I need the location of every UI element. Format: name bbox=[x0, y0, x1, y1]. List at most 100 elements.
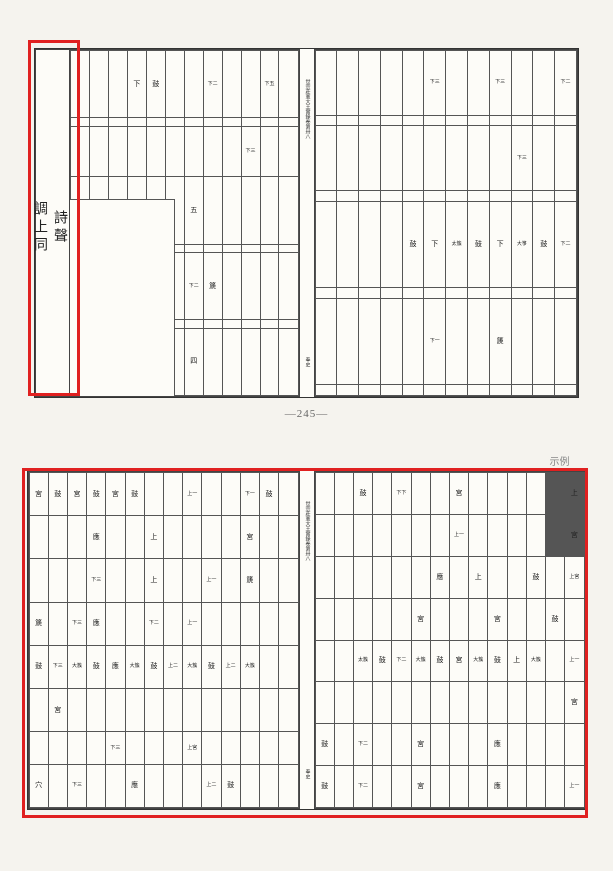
grid-cell bbox=[555, 126, 577, 191]
grid-cell bbox=[446, 191, 468, 202]
grid-cell bbox=[446, 126, 468, 191]
spine-label-top-bottom: 奉史 bbox=[300, 357, 314, 367]
grid-cell bbox=[183, 764, 202, 807]
grid-cell bbox=[337, 288, 359, 299]
top-book-spread: 詩聲 調上同 下鼓下二下五下三五宮下二篪下一四 世宗莊憲大王實錄卷第卅八 奉史 … bbox=[34, 48, 579, 398]
grid-cell: 鼓 bbox=[87, 645, 106, 688]
grid-cell: 宮 bbox=[411, 598, 430, 640]
grid-cell bbox=[545, 640, 564, 682]
spread-container: 詩聲 調上同 下鼓下二下五下三五宮下二篪下一四 世宗莊憲大王實錄卷第卅八 奉史 … bbox=[35, 49, 578, 397]
grid-cell bbox=[449, 556, 468, 598]
grid-cell bbox=[221, 473, 240, 516]
grid-cell bbox=[489, 288, 511, 299]
grid-cell bbox=[202, 689, 221, 732]
grid-cell bbox=[359, 51, 381, 116]
grid-cell: 宮 bbox=[449, 640, 468, 682]
grid-cell bbox=[411, 473, 430, 515]
grid-cell bbox=[337, 115, 359, 126]
grid-cell: 下 bbox=[424, 201, 446, 287]
grid-cell bbox=[163, 764, 182, 807]
grid-cell: 下二 bbox=[353, 724, 372, 766]
grid-cell bbox=[424, 288, 446, 299]
grid-cell: 下三 bbox=[48, 645, 67, 688]
grid-cell: 鼓 bbox=[533, 201, 555, 287]
bottom-right-page: 鼓下下宮上上一宮應上鼓上宮宮宮鼓太簇鼓下二大簇鼓宮大簇鼓上大簇上一宮鼓下二宮應鼓… bbox=[314, 471, 586, 809]
grid-cell: 鼓 bbox=[29, 645, 48, 688]
grid-cell bbox=[373, 598, 392, 640]
grid-cell bbox=[279, 51, 298, 118]
grid-cell bbox=[67, 559, 86, 602]
grid-cell bbox=[315, 598, 334, 640]
grid-cell bbox=[222, 51, 241, 118]
grid-cell bbox=[108, 126, 127, 176]
grid-cell bbox=[221, 732, 240, 764]
grid-cell bbox=[353, 556, 372, 598]
grid-cell: 宮 bbox=[48, 689, 67, 732]
grid-cell bbox=[446, 385, 468, 396]
grid-cell bbox=[67, 516, 86, 559]
grid-cell bbox=[507, 766, 526, 808]
grid-cell bbox=[89, 118, 108, 126]
grid-cell bbox=[373, 556, 392, 598]
grid-cell bbox=[469, 682, 488, 724]
grid-cell bbox=[526, 598, 545, 640]
grid-cell bbox=[241, 118, 260, 126]
grid-cell bbox=[71, 51, 90, 118]
grid-cell: 宮 bbox=[449, 473, 468, 515]
grid-cell bbox=[555, 298, 577, 384]
grid-cell bbox=[424, 385, 446, 396]
grid-cell bbox=[106, 764, 125, 807]
grid-cell bbox=[467, 385, 489, 396]
grid-cell bbox=[165, 126, 184, 176]
grid-cell bbox=[144, 732, 163, 764]
grid-cell bbox=[373, 514, 392, 556]
grid-cell bbox=[279, 764, 298, 807]
grid-cell: 應 bbox=[125, 764, 144, 807]
grid-cell bbox=[430, 724, 449, 766]
grid-cell bbox=[424, 126, 446, 191]
grid-cell: 上二 bbox=[221, 645, 240, 688]
grid-cell: 鼓 bbox=[430, 640, 449, 682]
grid-cell bbox=[526, 682, 545, 724]
grid-cell bbox=[165, 51, 184, 118]
grid-cell bbox=[165, 118, 184, 126]
grid-cell bbox=[449, 724, 468, 766]
grid-cell bbox=[402, 51, 424, 116]
grid-cell bbox=[467, 115, 489, 126]
grid-cell bbox=[545, 556, 564, 598]
grid-cell bbox=[334, 640, 353, 682]
grid-cell: 鼓 bbox=[373, 640, 392, 682]
grid-cell: 下三 bbox=[106, 732, 125, 764]
grid-cell: 鼓 bbox=[87, 473, 106, 516]
grid-cell bbox=[89, 126, 108, 176]
grid-cell bbox=[353, 598, 372, 640]
grid-cell bbox=[449, 766, 468, 808]
grid-cell bbox=[467, 191, 489, 202]
grid-cell bbox=[507, 473, 526, 515]
spine-title-top: 世宗莊憲大王實錄卷第卅八 bbox=[300, 79, 314, 139]
grid-cell: 下 bbox=[127, 51, 146, 118]
grid-cell: 上一 bbox=[565, 766, 584, 808]
grid-cell: 下一 bbox=[424, 298, 446, 384]
grid-cell bbox=[144, 689, 163, 732]
grid-cell bbox=[402, 298, 424, 384]
grid-cell bbox=[279, 516, 298, 559]
grid-cell bbox=[402, 115, 424, 126]
grid-cell: 下二 bbox=[184, 252, 203, 319]
grid-cell bbox=[430, 514, 449, 556]
grid-cell bbox=[315, 288, 337, 299]
grid-cell bbox=[222, 126, 241, 176]
grid-cell bbox=[125, 559, 144, 602]
grid-cell: 鼓 bbox=[488, 640, 507, 682]
grid-cell: 上一 bbox=[183, 602, 202, 645]
grid-cell: 宮 bbox=[67, 473, 86, 516]
grid-cell bbox=[555, 385, 577, 396]
grid-cell bbox=[533, 51, 555, 116]
grid-cell: 上宮 bbox=[565, 556, 584, 598]
grid-cell: 上 bbox=[144, 559, 163, 602]
grid-cell bbox=[511, 51, 533, 116]
grid-cell bbox=[446, 298, 468, 384]
grid-cell bbox=[222, 252, 241, 319]
grid-cell bbox=[489, 126, 511, 191]
grid-cell bbox=[430, 682, 449, 724]
